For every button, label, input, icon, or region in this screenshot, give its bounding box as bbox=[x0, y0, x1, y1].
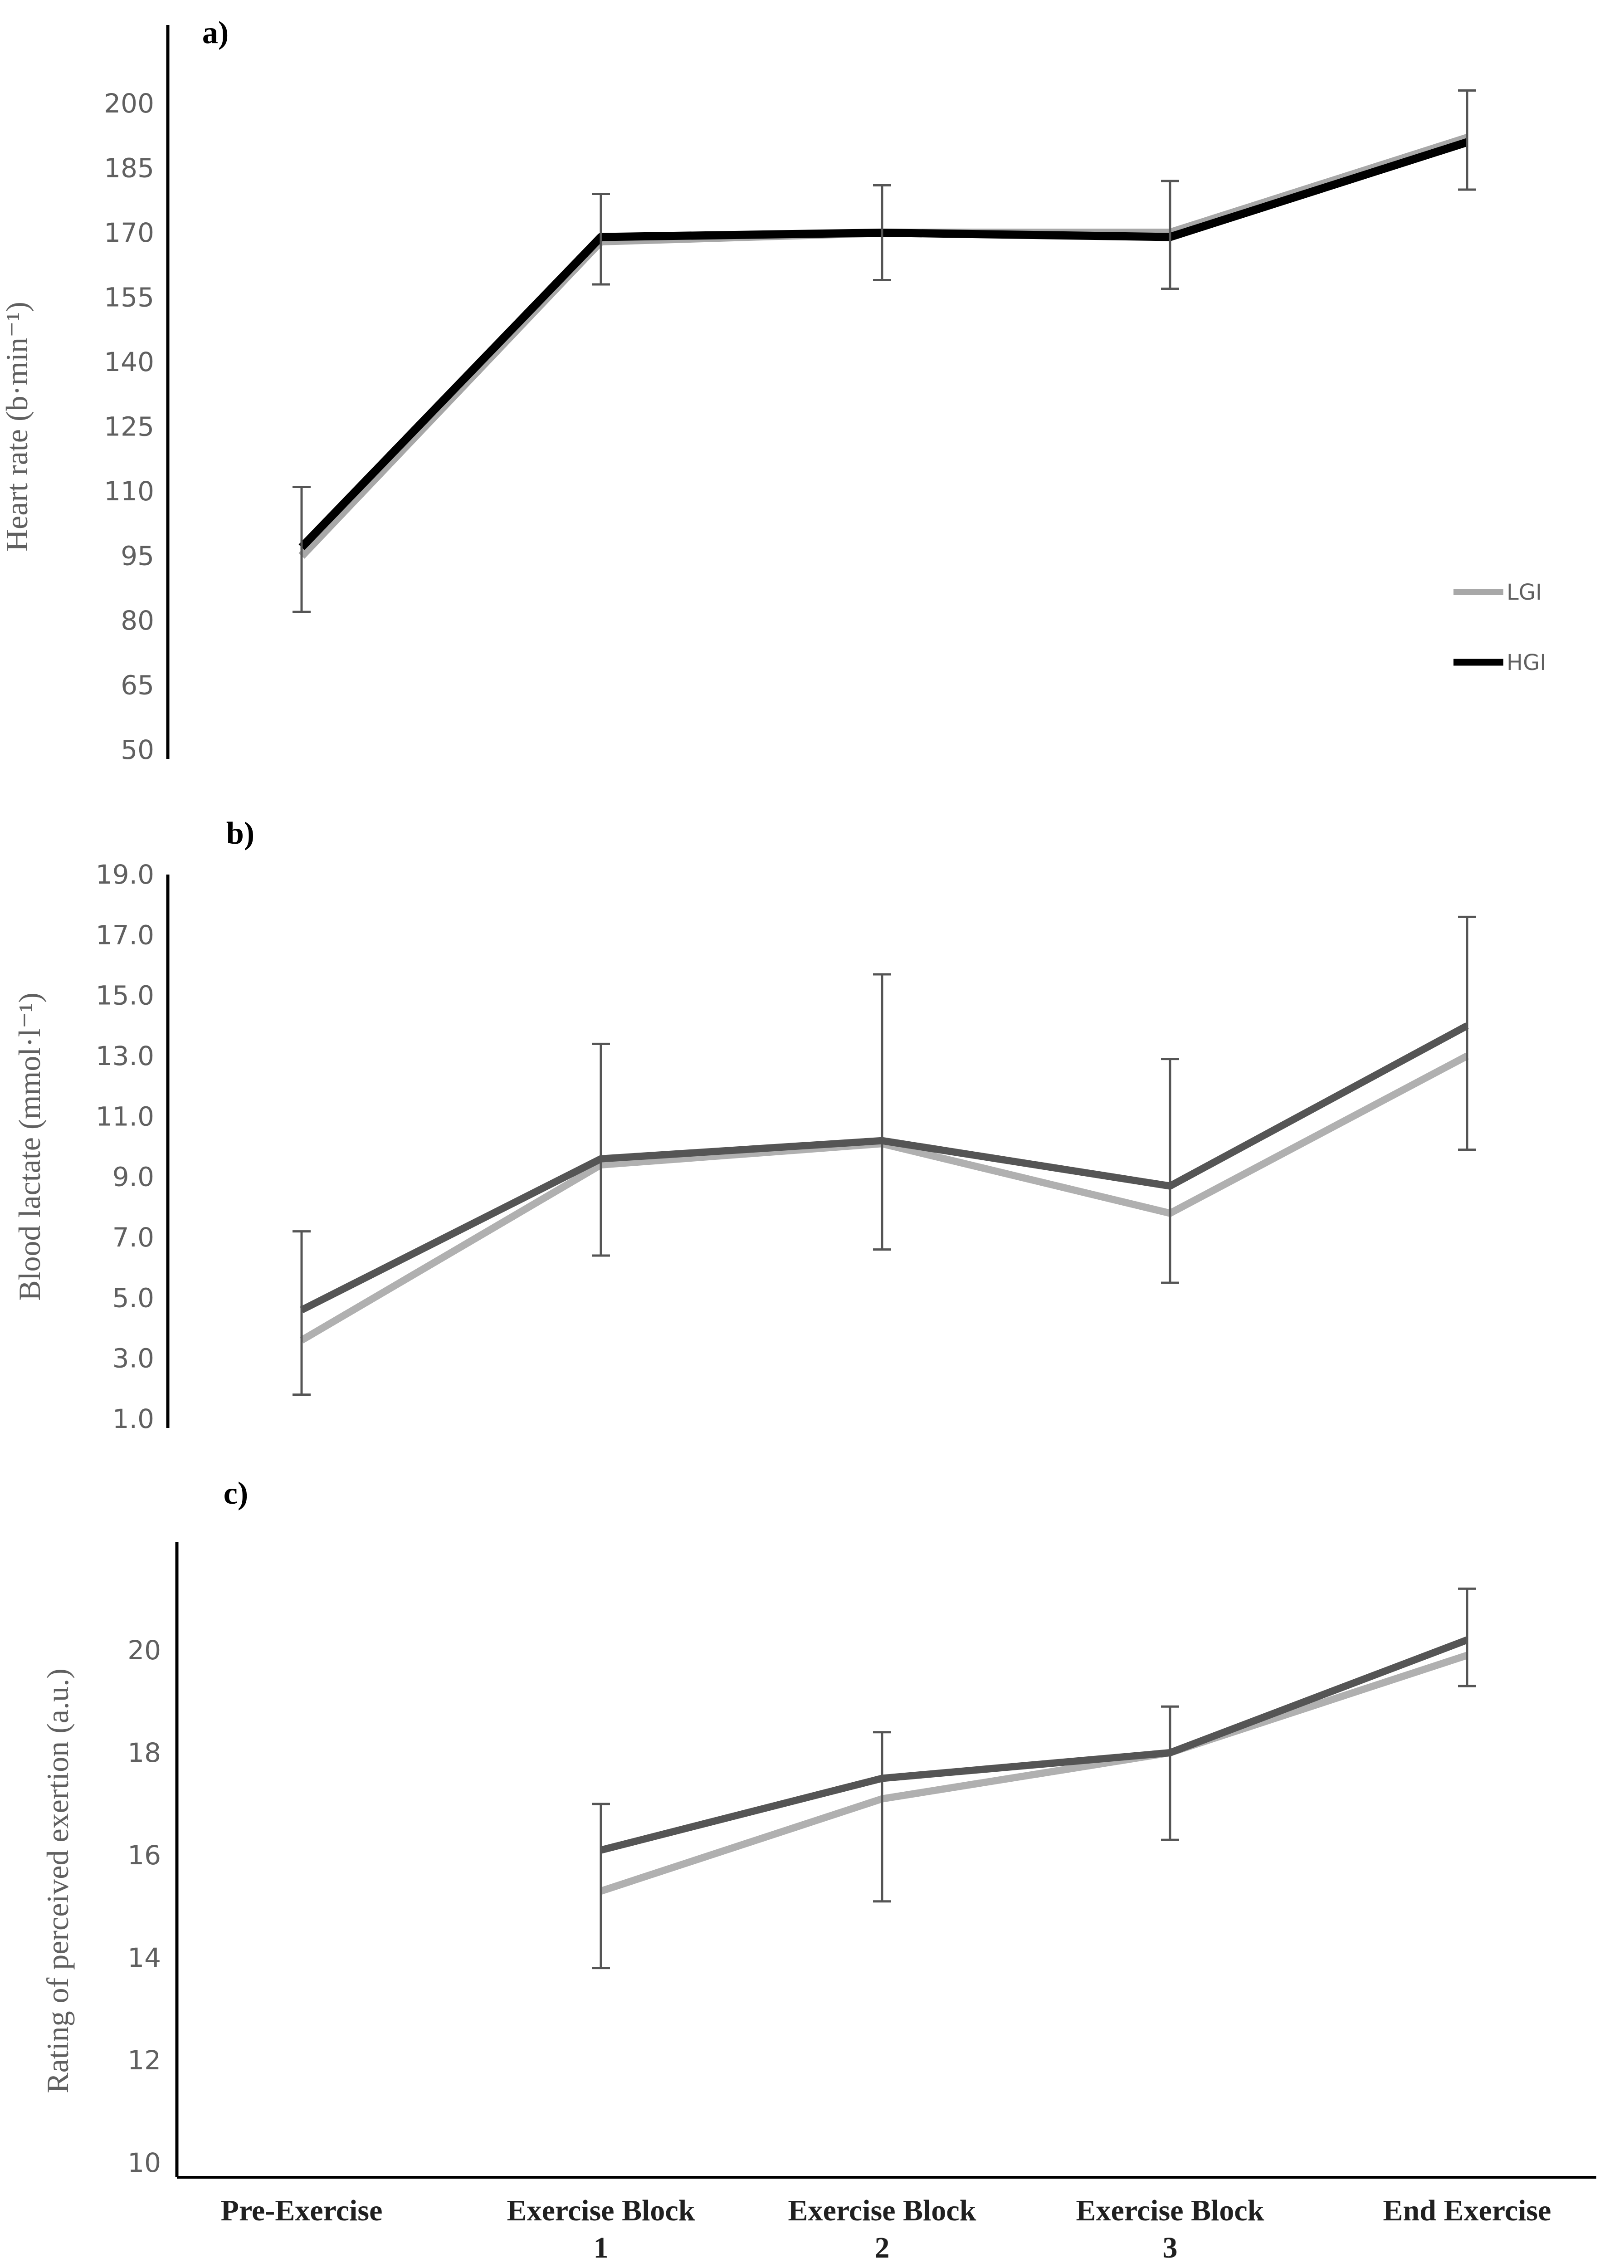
error-bar bbox=[873, 184, 891, 281]
error-bar bbox=[1458, 1587, 1476, 1687]
x-tick-label-line: Exercise Block bbox=[507, 2194, 695, 2227]
chart-panel-2: b) 1.0 3.0 5.0 7.0 9.0 11.0 13.0 15.0 17.0 19.0 Blo… bbox=[12, 816, 1476, 1434]
error-bar bbox=[592, 1042, 610, 1257]
y-tick-label: 95 bbox=[121, 541, 154, 572]
y-tick-label: 13.0 bbox=[96, 1041, 154, 1071]
error-bar bbox=[1161, 180, 1179, 290]
x-tick-label: Pre-Exercise bbox=[221, 2194, 383, 2227]
x-tick-label-line: 2 bbox=[875, 2231, 890, 2264]
y-tick-label: 200 bbox=[104, 88, 154, 119]
x-tick-label-line: End Exercise bbox=[1383, 2194, 1551, 2227]
panel-label: a) bbox=[202, 15, 229, 50]
y-tick-label: 155 bbox=[104, 282, 154, 313]
y-tick-label: 14 bbox=[127, 1942, 161, 1973]
y-axis-title: Rating of perceived exertion (a.u.) bbox=[40, 1668, 75, 2093]
x-tick-label: Exercise Block 1 bbox=[507, 2194, 695, 2264]
y-tick-label: 80 bbox=[121, 605, 154, 636]
x-tick-label-line: Exercise Block bbox=[788, 2194, 976, 2227]
error-bar bbox=[293, 1230, 311, 1396]
series-line-hgi bbox=[298, 138, 1468, 550]
legend-label: HGI bbox=[1507, 650, 1546, 675]
y-tick-label: 18 bbox=[127, 1737, 161, 1768]
error-bar bbox=[873, 1731, 891, 1903]
series-line-hgi bbox=[300, 1022, 1469, 1314]
x-tick-label-line: 3 bbox=[1163, 2231, 1178, 2264]
y-tick-label: 15.0 bbox=[96, 980, 154, 1011]
y-tick-label: 5.0 bbox=[112, 1282, 154, 1313]
legend: LGI HGI bbox=[1453, 580, 1546, 675]
error-bar bbox=[1458, 915, 1476, 1151]
error-bar bbox=[873, 973, 891, 1251]
error-bar bbox=[1161, 1705, 1179, 1841]
y-axis-title: Blood lactate (mmol·l⁻¹) bbox=[12, 992, 47, 1300]
y-tick-label: 185 bbox=[104, 153, 154, 184]
y-axis-title: Heart rate (b·min⁻¹) bbox=[0, 302, 34, 552]
x-tick-label-line: Pre-Exercise bbox=[221, 2194, 383, 2227]
y-tick-label: 140 bbox=[104, 347, 154, 377]
y-tick-label: 20 bbox=[127, 1635, 161, 1666]
error-bar bbox=[1458, 89, 1476, 191]
series-line-lgi bbox=[600, 1652, 1468, 1895]
legend-item-hgi: HGI bbox=[1453, 650, 1546, 675]
error-bar bbox=[592, 1803, 610, 1970]
x-tick-label: Exercise Block 3 bbox=[1076, 2194, 1264, 2264]
y-tick-label: 1.0 bbox=[112, 1403, 154, 1434]
x-tick-label-line: Exercise Block bbox=[1076, 2194, 1264, 2227]
y-tick-label: 125 bbox=[104, 411, 154, 442]
series-line-lgi bbox=[299, 1052, 1469, 1344]
y-tick-label: 17.0 bbox=[96, 919, 154, 950]
y-tick-label: 16 bbox=[127, 1840, 161, 1871]
y-tick-label: 19.0 bbox=[96, 859, 154, 890]
x-tick-label-line: 1 bbox=[594, 2231, 609, 2264]
series-line-hgi bbox=[600, 1636, 1468, 1854]
chart-panel-1: a) 50 65 80 95 110 125 140 155 170 185 200 Heart rat… bbox=[0, 15, 1546, 765]
error-bar bbox=[1161, 1058, 1179, 1284]
y-tick-label: 11.0 bbox=[96, 1101, 154, 1132]
panel-label: c) bbox=[224, 1476, 248, 1511]
legend-item-lgi: LGI bbox=[1453, 580, 1542, 605]
legend-label: LGI bbox=[1507, 580, 1542, 605]
error-bar bbox=[293, 486, 311, 613]
y-tick-label: 50 bbox=[121, 734, 154, 765]
panel-label: b) bbox=[226, 816, 254, 851]
x-tick-label: End Exercise bbox=[1383, 2194, 1551, 2227]
y-tick-label: 170 bbox=[104, 217, 154, 248]
y-tick-label: 10 bbox=[127, 2147, 161, 2178]
y-tick-label: 12 bbox=[127, 2045, 161, 2076]
y-tick-label: 7.0 bbox=[112, 1222, 154, 1253]
y-tick-label: 65 bbox=[121, 670, 154, 701]
y-tick-label: 9.0 bbox=[112, 1162, 154, 1193]
y-tick-label: 110 bbox=[104, 476, 154, 507]
x-tick-label: Exercise Block 2 bbox=[788, 2194, 976, 2264]
error-bar bbox=[592, 193, 610, 286]
y-tick-label: 3.0 bbox=[112, 1343, 154, 1374]
